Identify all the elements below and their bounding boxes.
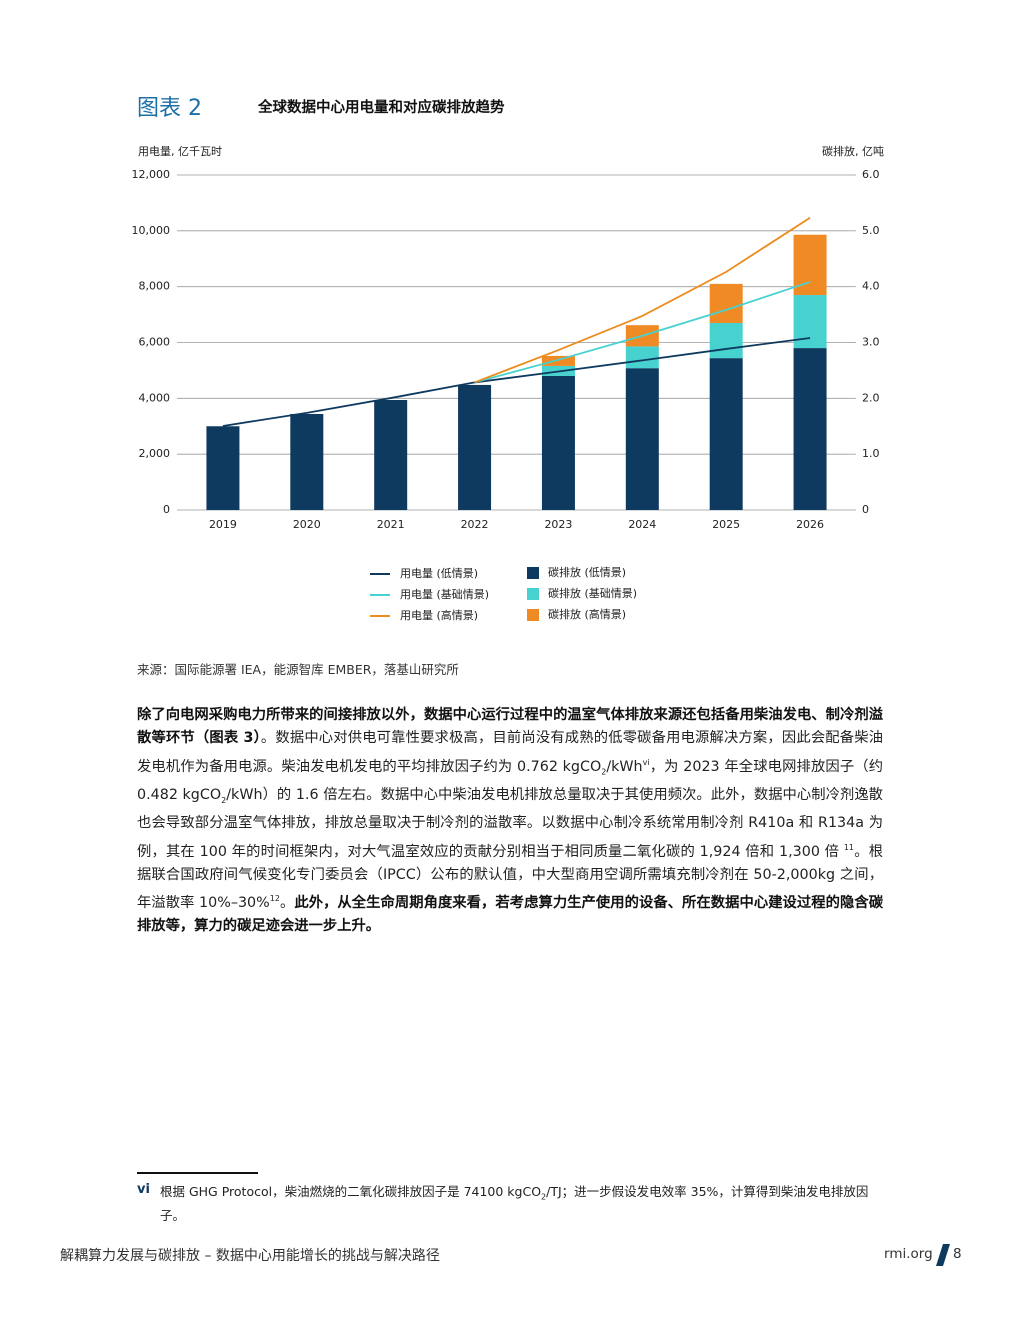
y-tick-label: 8,000 — [139, 280, 171, 293]
text-run: 2 — [541, 1192, 547, 1202]
legend-key — [527, 609, 539, 621]
figure-label: 图表 2 — [137, 96, 202, 121]
bar-segment — [206, 426, 240, 510]
y2-tick-label: 4.0 — [862, 280, 880, 293]
text-run: 此外，从全生命周期角度来看，若考虑算力生产使用的设备、所在数据中心建设过程的隐含… — [137, 894, 884, 935]
text-run: 除了向电网采购电力所带来的间接排放以外，数据中心运行过程中的温室气体排放来源还包… — [137, 707, 883, 747]
text-run: /kWh — [606, 758, 643, 775]
x-tick-label: 2022 — [461, 518, 489, 531]
source: 来源：国际能源署 IEA，能源智库 EMBER，落基山研究所 — [137, 662, 459, 677]
legend-label: 用电量 (低情景) — [400, 567, 478, 580]
bar-segment — [374, 400, 408, 510]
text-run: /TJ；进一步假设发电效率 35%，计算得到柴油发电排放因子。 — [160, 1184, 869, 1223]
text-run: 。数据中心对供电可靠性要求极高，目前尚没有成熟的低零碳备用电源解决方案，因此会配… — [137, 730, 883, 775]
bar-segment — [793, 348, 827, 510]
text-run: 11 — [843, 842, 855, 852]
footnote-rule — [137, 1172, 258, 1174]
footnote-marker: vi — [137, 1182, 150, 1197]
text-run: 2 — [601, 767, 607, 777]
bar-segment — [709, 358, 743, 510]
legend-label: 用电量 (高情景) — [400, 608, 478, 622]
legend-label: 碳排放 (基础情景) — [548, 586, 637, 600]
legend-label: 碳排放 (高情景) — [548, 607, 626, 621]
x-tick-label: 2019 — [209, 518, 237, 531]
y-tick-label: 12,000 — [132, 168, 171, 181]
x-tick-label: 2020 — [293, 518, 321, 531]
legend-key — [527, 588, 539, 600]
page-number: 8 — [953, 1246, 962, 1262]
text-run: ，为 2023 年全球电网排放因子（约 0.482 kgCO — [137, 758, 883, 803]
chart: 用电量, 亿千瓦时 碳排放, 亿吨 0 2,000 4,000 6,000 8,000 1… — [132, 144, 885, 622]
y2-tick-label: 2.0 — [862, 391, 880, 404]
legend-label: 碳排放 (低情景) — [548, 565, 626, 579]
x-tick-label: 2026 — [796, 518, 824, 531]
line — [474, 281, 811, 384]
footer-slash — [936, 1244, 950, 1266]
bar-segment — [709, 322, 743, 359]
footer-site: rmi.org — [884, 1246, 933, 1262]
y-tick-label: 2,000 — [139, 447, 171, 460]
bar-segment — [625, 368, 659, 510]
text-run: 12 — [269, 894, 280, 904]
y-tick-label: 0 — [163, 503, 170, 516]
bar-segment — [541, 376, 575, 510]
body-paragraph: 除了向电网采购电力所带来的间接排放以外，数据中心运行过程中的温室气体排放来源还包… — [137, 704, 883, 939]
text-run: 2 — [221, 795, 227, 805]
text-run: 。根据联合国政府间气候变化专门委员会（IPCC）公布的默认值，中大型商用空调所需… — [137, 843, 883, 911]
legend-label: 用电量 (基础情景) — [400, 588, 489, 601]
y2-tick-label: 1.0 — [862, 447, 880, 460]
bar-segment — [709, 283, 743, 323]
x-tick-label: 2023 — [544, 518, 572, 531]
y-tick-label: 6,000 — [139, 336, 171, 349]
y-tick-label: 10,000 — [132, 224, 171, 237]
bar-segment — [290, 413, 324, 510]
figure-title: 全球数据中心用电量和对应碳排放趋势 — [258, 100, 505, 116]
x-tick-label: 2025 — [712, 518, 740, 531]
legend-key — [527, 567, 539, 579]
text-run: /kWh）的 1.6 倍左右。数据中心中柴油发电机排放总量取决于其使用频次。此外… — [137, 786, 883, 860]
text-run: 根据 GHG Protocol，柴油燃烧的二氧化碳排放因子是 74100 kgC… — [160, 1184, 542, 1199]
text-run: vi — [642, 757, 650, 767]
bar-segment — [458, 384, 492, 510]
y2-axis-label: 碳排放, 亿吨 — [822, 144, 884, 158]
y2-tick-label: 5.0 — [862, 224, 880, 237]
y2-tick-label: 0 — [862, 503, 869, 516]
y2-tick-label: 3.0 — [862, 336, 880, 349]
x-tick-label: 2021 — [377, 518, 405, 531]
y-axis-label: 用电量, 亿千瓦时 — [138, 145, 222, 158]
line — [222, 337, 811, 427]
y2-tick-label: 6.0 — [862, 168, 880, 181]
x-tick-label: 2024 — [628, 518, 656, 531]
text-run: 。 — [279, 894, 295, 911]
bar-segment — [625, 346, 659, 369]
line — [474, 216, 811, 384]
y-tick-label: 4,000 — [139, 391, 171, 404]
footnote: 根据 GHG Protocol，柴油燃烧的二氧化碳排放因子是 74100 kgC… — [160, 1183, 885, 1225]
bar-segment — [541, 355, 575, 366]
footer-title: 解耦算力发展与碳排放 – 数据中心用能增长的挑战与解决路径 — [60, 1248, 440, 1264]
